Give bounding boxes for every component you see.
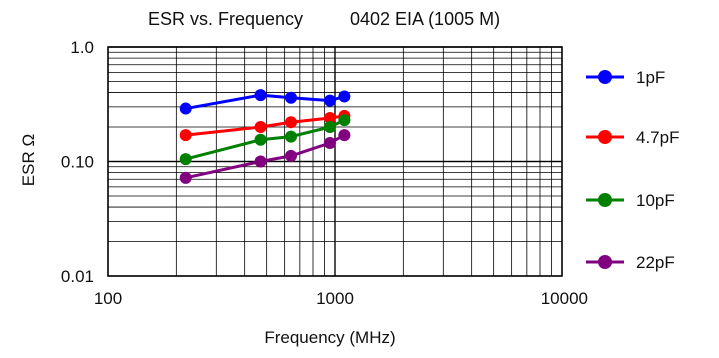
data-point-10pF bbox=[179, 153, 192, 166]
data-point-22pF bbox=[338, 129, 351, 142]
y-tick-label: 0.10 bbox=[61, 153, 94, 172]
chart-subtitle: 0402 EIA (1005 M) bbox=[350, 9, 500, 29]
legend-marker-10pF bbox=[598, 193, 612, 207]
data-point-4.7pF bbox=[323, 111, 336, 124]
data-point-22pF bbox=[254, 155, 267, 168]
legend-label-1pF: 1pF bbox=[636, 68, 665, 87]
data-point-1pF bbox=[323, 94, 336, 107]
series-group bbox=[179, 89, 351, 184]
x-tick-label: 1000 bbox=[316, 289, 354, 308]
legend: 1pF 4.7pF 10pF 22pF bbox=[586, 68, 679, 272]
data-point-1pF bbox=[179, 102, 192, 115]
legend-label-4.7pF: 4.7pF bbox=[636, 128, 679, 147]
data-point-22pF bbox=[285, 149, 298, 162]
x-axis-label: Frequency (MHz) bbox=[264, 328, 395, 347]
legend-marker-1pF bbox=[598, 70, 612, 84]
data-point-4.7pF bbox=[254, 121, 267, 134]
plot-frame bbox=[107, 46, 563, 277]
y-axis-label: ESR Ω bbox=[19, 134, 38, 186]
data-point-10pF bbox=[254, 133, 267, 146]
data-point-4.7pF bbox=[179, 129, 192, 142]
data-point-22pF bbox=[323, 137, 336, 150]
chart-title: ESR vs. Frequency bbox=[148, 9, 303, 29]
y-tick-label: 0.01 bbox=[61, 267, 94, 286]
data-point-22pF bbox=[179, 171, 192, 184]
data-point-1pF bbox=[285, 91, 298, 104]
data-point-10pF bbox=[338, 114, 351, 127]
data-point-10pF bbox=[323, 121, 336, 134]
legend-label-10pF: 10pF bbox=[636, 191, 675, 210]
data-point-1pF bbox=[254, 89, 267, 102]
x-tick-label: 10000 bbox=[541, 289, 588, 308]
data-point-1pF bbox=[338, 90, 351, 103]
x-tick-label: 100 bbox=[94, 289, 122, 308]
data-point-10pF bbox=[285, 130, 298, 143]
data-point-4.7pF bbox=[285, 116, 298, 129]
legend-marker-4.7pF bbox=[598, 130, 612, 144]
legend-label-22pF: 22pF bbox=[636, 253, 675, 272]
y-tick-label: 1.0 bbox=[70, 38, 94, 57]
plot-grid bbox=[107, 46, 563, 277]
legend-marker-22pF bbox=[598, 255, 612, 269]
